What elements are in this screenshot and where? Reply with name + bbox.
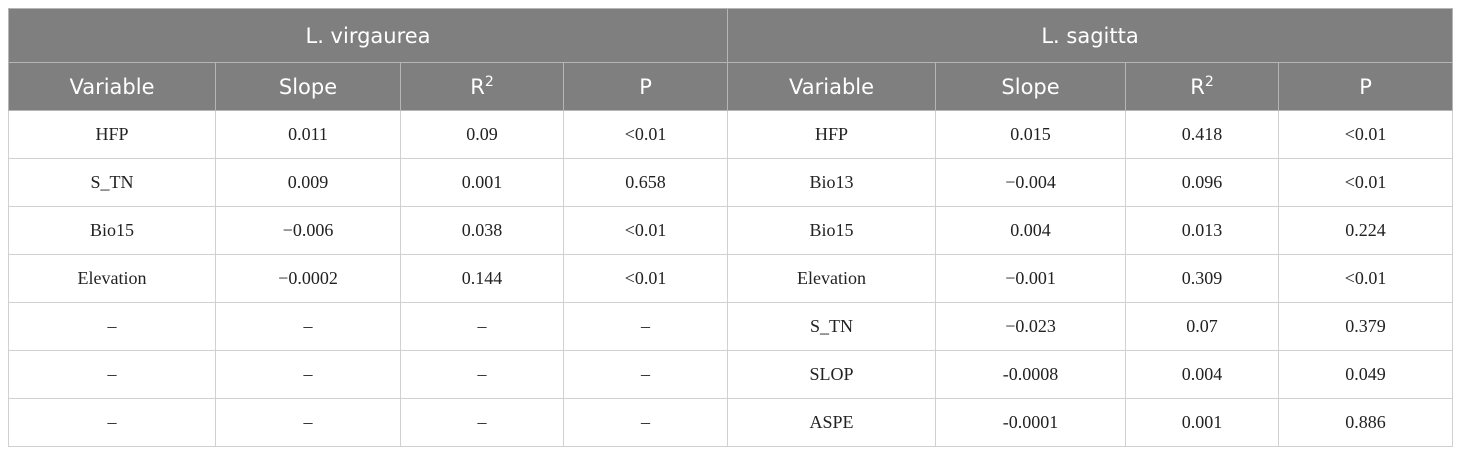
table-row: – – – – SLOP -0.0008 0.004 0.049 — [8, 350, 1454, 399]
table-cell: – — [8, 398, 216, 447]
table-cell: Bio15 — [727, 206, 937, 255]
table-cell: 0.038 — [400, 206, 564, 255]
table-cell: <0.01 — [1278, 254, 1454, 303]
table-cell: -0.0008 — [935, 350, 1127, 399]
table-cell: 0.09 — [400, 110, 564, 159]
table-cell: – — [400, 350, 564, 399]
table-cell: – — [562, 398, 729, 447]
table-cell: 0.096 — [1125, 158, 1280, 207]
column-header: P — [1278, 62, 1454, 111]
group-header: L. virgaurea — [7, 8, 729, 63]
table-cell: 0.009 — [215, 158, 401, 207]
table-cell: Bio15 — [8, 206, 216, 255]
column-header-row: Variable Slope R2 P Variable Slope R2 P — [8, 62, 1454, 111]
table-row: – – – – S_TN −0.023 0.07 0.379 — [8, 302, 1454, 351]
table-cell: 0.049 — [1278, 350, 1454, 399]
table-cell: – — [562, 350, 729, 399]
table-cell: 0.013 — [1125, 206, 1280, 255]
table-cell: −0.006 — [215, 206, 401, 255]
table-cell: – — [400, 398, 564, 447]
column-header: Variable — [727, 62, 937, 111]
table-cell: 0.224 — [1278, 206, 1454, 255]
column-header-base: R — [470, 75, 485, 99]
table-cell: Elevation — [727, 254, 937, 303]
column-header: R2 — [1125, 62, 1280, 111]
table-cell: 0.004 — [935, 206, 1127, 255]
table-cell: −0.001 — [935, 254, 1127, 303]
table-cell: 0.144 — [400, 254, 564, 303]
table-cell: -0.0001 — [935, 398, 1127, 447]
table-cell: −0.023 — [935, 302, 1127, 351]
data-table: L. virgaurea L. sagitta Variable Slope R2 P V… — [7, 8, 1454, 447]
table-cell: 0.418 — [1125, 110, 1280, 159]
table-cell: – — [562, 302, 729, 351]
column-header-superscript: 2 — [1204, 74, 1214, 90]
table-cell: 0.011 — [215, 110, 401, 159]
group-header-row: L. virgaurea L. sagitta — [7, 8, 1454, 63]
table-cell: 0.309 — [1125, 254, 1280, 303]
table-cell: ASPE — [727, 398, 937, 447]
table-cell: – — [215, 398, 401, 447]
table-row: HFP 0.011 0.09 <0.01 HFP 0.015 0.418 <0.01 — [8, 110, 1454, 159]
table-cell: HFP — [8, 110, 216, 159]
column-header-superscript: 2 — [484, 74, 494, 90]
table-cell: – — [215, 302, 401, 351]
column-header-base: R — [1190, 75, 1205, 99]
table-cell: <0.01 — [1278, 110, 1454, 159]
column-header: P — [562, 62, 729, 111]
table-cell: – — [400, 302, 564, 351]
table-cell: <0.01 — [1278, 158, 1454, 207]
table-cell: <0.01 — [562, 110, 729, 159]
table-cell: −0.0002 — [215, 254, 401, 303]
table-cell: 0.015 — [935, 110, 1127, 159]
table-cell: <0.01 — [562, 254, 729, 303]
table-cell: HFP — [727, 110, 937, 159]
table-cell: – — [215, 350, 401, 399]
table-cell: 0.001 — [400, 158, 564, 207]
table-cell: Bio13 — [727, 158, 937, 207]
table-cell: – — [8, 350, 216, 399]
table-cell: Elevation — [8, 254, 216, 303]
table-cell: S_TN — [8, 158, 216, 207]
table-row: – – – – ASPE -0.0001 0.001 0.886 — [8, 398, 1454, 447]
table-cell: 0.07 — [1125, 302, 1280, 351]
table-cell: SLOP — [727, 350, 937, 399]
table-body: HFP 0.011 0.09 <0.01 HFP 0.015 0.418 <0.01 S_TN 0… — [8, 110, 1454, 447]
table-row: Bio15 −0.006 0.038 <0.01 Bio15 0.004 0.013 0.22… — [8, 206, 1454, 255]
table-cell: <0.01 — [562, 206, 729, 255]
group-header: L. sagitta — [727, 8, 1454, 63]
table-cell: 0.658 — [562, 158, 729, 207]
table-cell: 0.001 — [1125, 398, 1280, 447]
table-cell: – — [8, 302, 216, 351]
table-cell: 0.886 — [1278, 398, 1454, 447]
column-header: Slope — [215, 62, 401, 111]
table-cell: 0.004 — [1125, 350, 1280, 399]
column-header: Variable — [8, 62, 216, 111]
table-cell: 0.379 — [1278, 302, 1454, 351]
column-header: Slope — [935, 62, 1127, 111]
table-cell: −0.004 — [935, 158, 1127, 207]
column-header: R2 — [400, 62, 564, 111]
table-row: S_TN 0.009 0.001 0.658 Bio13 −0.004 0.096 <0.01 — [8, 158, 1454, 207]
table-cell: S_TN — [727, 302, 937, 351]
table-row: Elevation −0.0002 0.144 <0.01 Elevation −0.00… — [8, 254, 1454, 303]
